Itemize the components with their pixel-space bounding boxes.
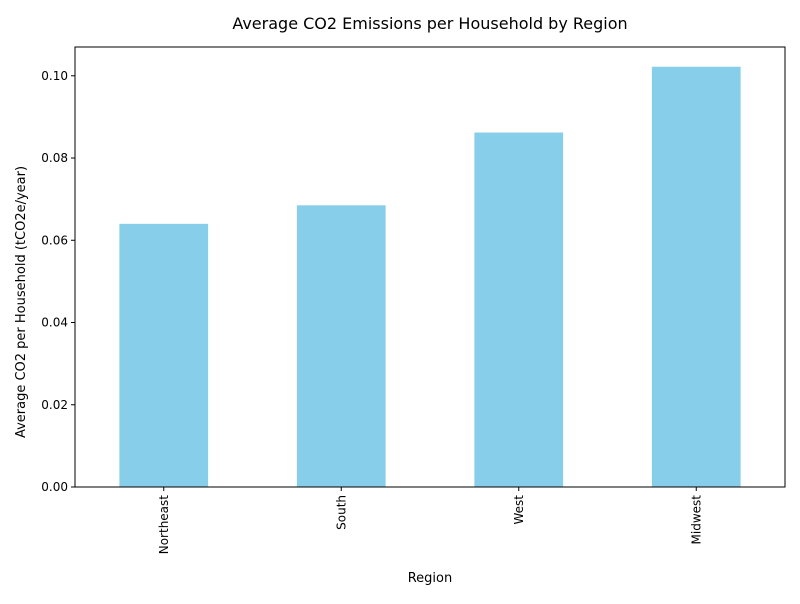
y-tick-label: 0.10 (41, 69, 68, 83)
bars-group (119, 66, 741, 488)
bar-northeast (119, 223, 209, 487)
x-tick-label: Midwest (689, 495, 703, 545)
bar-south (296, 205, 386, 488)
y-axis: 0.00 0.02 0.04 0.06 0.08 0.10 (41, 69, 75, 494)
bar-midwest (651, 66, 741, 488)
y-tick-label: 0.08 (41, 151, 68, 165)
x-axis: Northeast South West Midwest (157, 487, 703, 555)
x-tick-label: South (334, 495, 348, 530)
bar-west (474, 132, 564, 487)
y-axis-label: Average CO2 per Household (tCO2e/year) (14, 166, 29, 438)
chart-title: Average CO2 Emissions per Household by R… (232, 14, 627, 33)
x-axis-label: Region (408, 571, 453, 586)
y-tick-label: 0.02 (41, 398, 68, 412)
plot-frame (74, 46, 786, 488)
x-tick-label: Northeast (157, 495, 171, 555)
x-tick-label: West (512, 495, 526, 525)
y-tick-label: 0.00 (41, 480, 68, 494)
y-tick-label: 0.06 (41, 233, 68, 247)
y-tick-label: 0.04 (41, 316, 68, 330)
